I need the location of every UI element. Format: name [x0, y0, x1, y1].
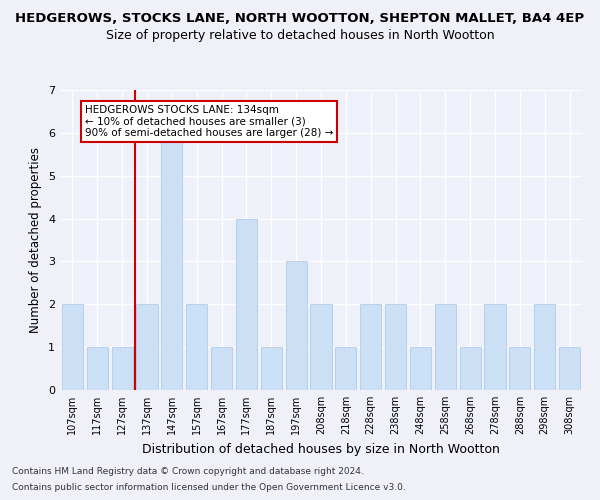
Bar	[62, 304, 83, 390]
Bar	[286, 262, 307, 390]
X-axis label: Distribution of detached houses by size in North Wootton: Distribution of detached houses by size …	[142, 442, 500, 456]
Y-axis label: Number of detached properties: Number of detached properties	[29, 147, 43, 333]
Bar	[136, 304, 158, 390]
Text: HEDGEROWS STOCKS LANE: 134sqm
← 10% of detached houses are smaller (3)
90% of se: HEDGEROWS STOCKS LANE: 134sqm ← 10% of d…	[85, 105, 333, 138]
Bar	[186, 304, 207, 390]
Bar	[559, 347, 580, 390]
Text: HEDGEROWS, STOCKS LANE, NORTH WOOTTON, SHEPTON MALLET, BA4 4EP: HEDGEROWS, STOCKS LANE, NORTH WOOTTON, S…	[16, 12, 584, 26]
Bar	[484, 304, 506, 390]
Bar	[435, 304, 456, 390]
Text: Contains HM Land Registry data © Crown copyright and database right 2024.: Contains HM Land Registry data © Crown c…	[12, 467, 364, 476]
Bar	[410, 347, 431, 390]
Bar	[335, 347, 356, 390]
Bar	[534, 304, 555, 390]
Bar	[87, 347, 108, 390]
Bar	[161, 133, 182, 390]
Bar	[310, 304, 332, 390]
Text: Contains public sector information licensed under the Open Government Licence v3: Contains public sector information licen…	[12, 483, 406, 492]
Bar	[261, 347, 282, 390]
Bar	[112, 347, 133, 390]
Bar	[509, 347, 530, 390]
Bar	[460, 347, 481, 390]
Bar	[236, 218, 257, 390]
Bar	[385, 304, 406, 390]
Text: Size of property relative to detached houses in North Wootton: Size of property relative to detached ho…	[106, 29, 494, 42]
Bar	[360, 304, 381, 390]
Bar	[211, 347, 232, 390]
